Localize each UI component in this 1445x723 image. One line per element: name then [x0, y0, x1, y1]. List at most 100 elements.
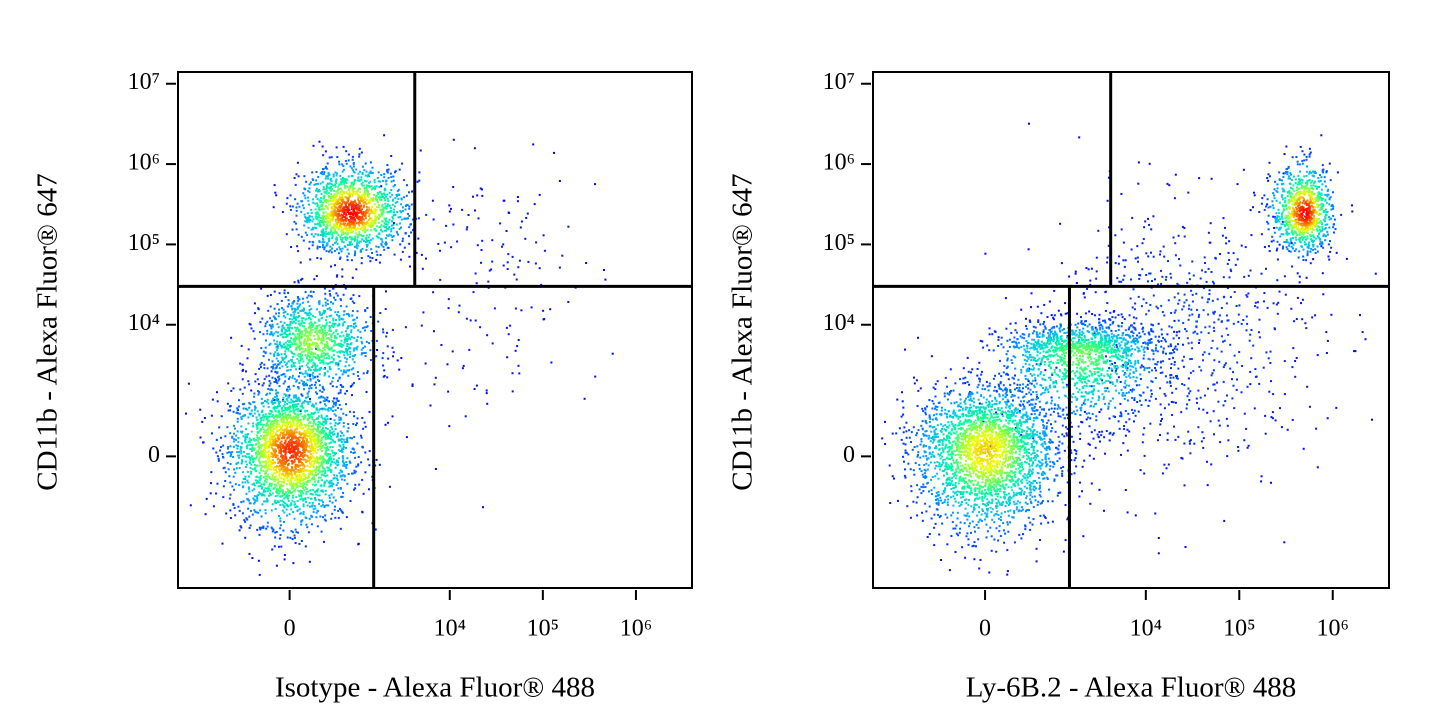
event [305, 492, 308, 495]
event [324, 228, 327, 230]
event [309, 398, 311, 400]
event [285, 491, 287, 494]
event [308, 183, 311, 186]
event [256, 497, 259, 500]
event [329, 218, 332, 220]
event [375, 258, 378, 261]
event [324, 230, 327, 233]
event [293, 309, 296, 312]
event [277, 360, 280, 362]
event [326, 217, 329, 220]
event [320, 447, 323, 449]
event [476, 244, 479, 247]
event [359, 197, 362, 200]
event [279, 520, 282, 523]
event [279, 333, 282, 336]
event [318, 301, 321, 304]
event [392, 355, 394, 358]
event [321, 145, 324, 148]
event [303, 464, 306, 467]
event [263, 363, 266, 366]
event [293, 333, 296, 336]
event [334, 214, 337, 217]
event [302, 441, 305, 444]
event [355, 347, 358, 349]
event [305, 459, 308, 462]
event [295, 423, 298, 426]
event [274, 191, 277, 194]
event [273, 419, 276, 422]
event [317, 449, 319, 452]
event [347, 473, 350, 475]
event [371, 224, 374, 227]
event [356, 345, 359, 348]
event [204, 513, 207, 516]
event [324, 220, 327, 223]
event [390, 176, 393, 179]
event [332, 458, 335, 461]
event [286, 426, 289, 429]
event [322, 427, 325, 430]
event [342, 462, 345, 465]
event [335, 182, 338, 184]
event [236, 412, 239, 415]
event [328, 156, 331, 159]
event [403, 217, 406, 220]
event [263, 472, 266, 475]
event [302, 383, 305, 386]
event [348, 193, 351, 196]
event [432, 218, 435, 221]
event [328, 321, 331, 324]
event [318, 303, 321, 306]
event [261, 443, 264, 446]
event [372, 219, 375, 222]
event [328, 182, 331, 185]
event [320, 356, 323, 359]
event [245, 407, 247, 410]
event [334, 202, 337, 205]
event [313, 183, 316, 186]
event [294, 340, 297, 342]
event [270, 482, 273, 485]
event [209, 492, 212, 495]
event [277, 326, 280, 329]
event [305, 383, 308, 386]
event [335, 238, 338, 241]
event [397, 216, 400, 219]
event [372, 209, 375, 212]
event [350, 238, 353, 241]
event [298, 478, 301, 481]
event [264, 487, 267, 490]
event [254, 468, 257, 471]
event [340, 317, 343, 320]
event [506, 261, 509, 264]
event [318, 502, 320, 505]
event [383, 369, 386, 372]
event [425, 257, 427, 260]
event [386, 170, 389, 173]
event [310, 383, 313, 386]
event [469, 319, 472, 322]
event [321, 361, 324, 363]
event [336, 313, 338, 316]
event [354, 245, 357, 248]
event [248, 406, 251, 409]
event [304, 430, 307, 433]
event [367, 239, 370, 242]
event [408, 242, 411, 245]
event [334, 404, 337, 407]
event [256, 378, 259, 381]
event [346, 353, 349, 356]
event [283, 465, 286, 468]
event [273, 483, 276, 486]
event [244, 455, 247, 458]
event [323, 480, 326, 483]
event [321, 171, 324, 173]
event [329, 231, 332, 234]
event [298, 400, 301, 403]
event [289, 406, 292, 409]
event [273, 545, 276, 548]
event [274, 531, 277, 534]
event [324, 519, 327, 522]
